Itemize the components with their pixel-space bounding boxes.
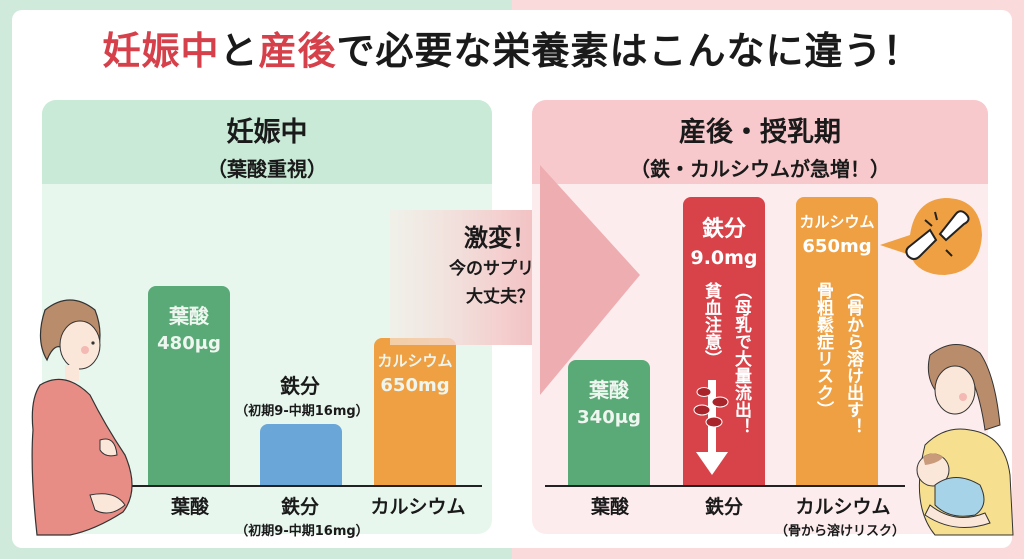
postpartum-title: 産後・授乳期 <box>679 117 841 148</box>
calcium-note-osteoporosis: 骨粗鬆症リスク） <box>813 282 833 418</box>
x-label-iron: 鉄分 <box>280 496 319 518</box>
pregnant-woman-illustration <box>31 299 133 536</box>
iron-note-anemia: 貧血注意） <box>701 282 721 367</box>
bar-iron-pregnancy <box>260 424 342 486</box>
bar-folic-acid-pregnancy: 葉酸 480μg <box>148 286 230 486</box>
x-label-folic: 葉酸 <box>170 496 209 518</box>
blood-cell-down-arrow-icon <box>693 380 729 475</box>
iron-note-outflow: （母乳で大量流出！ <box>731 282 751 435</box>
x-sub-calcium: （骨から溶けリスク） <box>774 524 905 539</box>
broken-bone-icon <box>880 198 982 275</box>
bar-calcium-postpartum: カルシウム 650mg <box>796 197 878 486</box>
pregnancy-title: 妊娠中 <box>226 117 308 148</box>
page-title: 妊娠中と産後で必要な栄養素はこんなに違う！ <box>102 29 922 73</box>
nursing-mother-illustration <box>916 344 1014 536</box>
pregnancy-panel-header: 妊娠中 （葉酸重視） <box>42 100 492 184</box>
x-axis-pregnancy <box>110 485 482 487</box>
pregnancy-subtitle: （葉酸重視） <box>207 157 327 181</box>
bar-iron-postpartum: 鉄分 9.0mg <box>683 197 765 486</box>
x-sub-iron: （初期9-中期16mg） <box>235 524 369 539</box>
bar-calcium-pregnancy: カルシウム 650mg <box>374 338 456 486</box>
iron-range-above: （初期9-中期16mg） <box>235 404 369 419</box>
bar-folic-acid-postpartum: 葉酸 340μg <box>568 360 650 486</box>
transition-message: 激変！ 今のサプリで 大丈夫？ <box>449 224 551 307</box>
x-label-calcium: カルシウム <box>370 496 466 518</box>
x-label-folic-postpartum: 葉酸 <box>590 496 629 518</box>
postpartum-panel-header: 産後・授乳期 （鉄・カルシウムが急増！） <box>532 100 988 184</box>
transition-arrow-tip <box>540 165 640 395</box>
x-label-iron-postpartum: 鉄分 <box>704 496 743 518</box>
calcium-note-dissolve: （骨から溶け出す！ <box>843 282 863 435</box>
iron-label-above: 鉄分 <box>280 374 320 398</box>
x-axis-postpartum <box>545 485 905 487</box>
postpartum-subtitle: （鉄・カルシウムが急増！） <box>630 157 890 181</box>
x-label-calcium-postpartum: カルシウム <box>795 496 891 518</box>
